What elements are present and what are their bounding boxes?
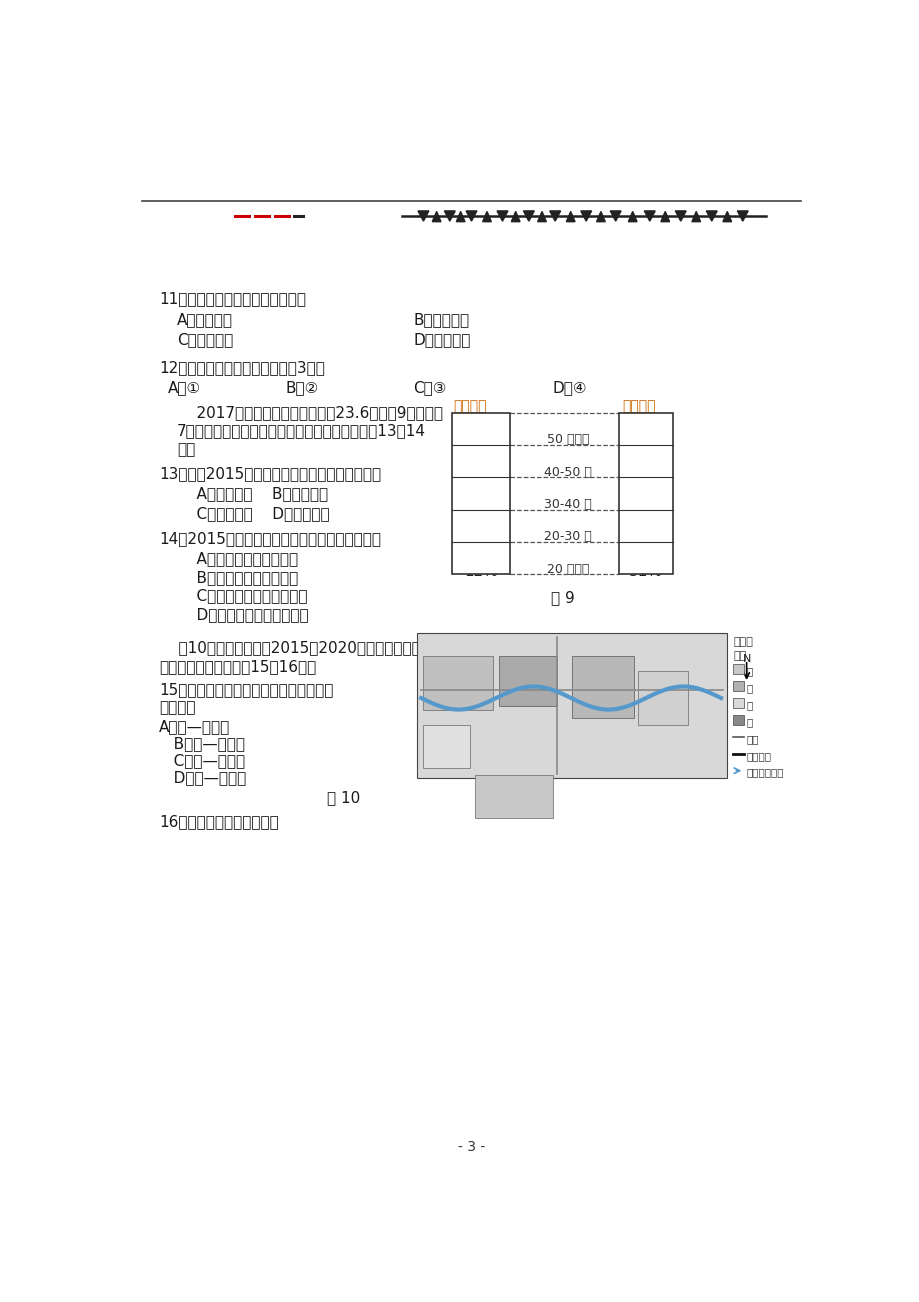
Polygon shape: [609, 211, 620, 221]
Text: B．乙—工业区: B．乙—工业区: [159, 736, 244, 751]
Text: 题。: 题。: [176, 441, 195, 457]
Text: 12%: 12%: [464, 564, 497, 578]
Text: 城市功能区。读图回答15～16题。: 城市功能区。读图回答15～16题。: [159, 659, 316, 674]
Text: D．风力侵蚀: D．风力侵蚀: [413, 332, 471, 348]
Text: C．交通改善    D．工程建设: C．交通改善 D．工程建设: [176, 506, 329, 522]
Text: 13．影响2015年度重庆市人口迁移的主要原因是: 13．影响2015年度重庆市人口迁移的主要原因是: [159, 466, 380, 482]
Text: B．②: B．②: [285, 380, 318, 396]
Text: 31%: 31%: [629, 564, 663, 578]
Text: 图例: 图例: [732, 651, 746, 660]
Text: 丁: 丁: [746, 717, 752, 727]
Polygon shape: [660, 211, 669, 221]
Text: 图 9: 图 9: [550, 590, 573, 604]
Polygon shape: [417, 211, 428, 221]
Polygon shape: [580, 211, 591, 221]
Text: A．流水侵蚀: A．流水侵蚀: [176, 312, 233, 328]
Text: A．甲—商业区: A．甲—商业区: [159, 719, 230, 734]
Bar: [732, 715, 743, 724]
Polygon shape: [643, 211, 654, 221]
Text: 30-40 岁: 30-40 岁: [544, 499, 592, 512]
Text: A．①: A．①: [167, 380, 200, 396]
Text: D．④: D．④: [552, 380, 586, 396]
Text: C．丙—文教区: C．丙—文教区: [159, 753, 245, 768]
Text: C．③: C．③: [413, 380, 447, 396]
Text: 8%: 8%: [633, 434, 657, 449]
Bar: [417, 633, 726, 777]
Polygon shape: [628, 211, 636, 221]
Text: 风频图: 风频图: [732, 637, 753, 647]
Text: 24%: 24%: [464, 466, 497, 482]
Bar: [572, 656, 633, 717]
Text: 河流（流向）: 河流（流向）: [746, 768, 783, 777]
Polygon shape: [691, 211, 700, 221]
Bar: [451, 413, 510, 574]
Text: 11．太鲁阁峡谷形成的主要原因是: 11．太鲁阁峡谷形成的主要原因是: [159, 290, 306, 306]
Text: B．变质作用: B．变质作用: [413, 312, 469, 328]
Text: 13%: 13%: [464, 434, 498, 449]
Text: 图 10: 图 10: [326, 790, 360, 805]
Polygon shape: [432, 211, 440, 221]
Text: A．政策鼓励    B．经济发展: A．政策鼓励 B．经济发展: [176, 487, 328, 501]
Text: 33%: 33%: [628, 531, 663, 547]
Polygon shape: [566, 211, 574, 221]
Bar: [638, 672, 687, 725]
Polygon shape: [675, 211, 686, 221]
Polygon shape: [496, 211, 507, 221]
Bar: [475, 775, 552, 818]
Text: 7年重庆市省际迁移人口年龄结构特征。读图完成13～14: 7年重庆市省际迁移人口年龄结构特征。读图完成13～14: [176, 423, 425, 439]
Polygon shape: [511, 211, 519, 221]
Text: 公路: 公路: [746, 734, 758, 743]
Text: A．减缓人口老龄化趋势: A．减缓人口老龄化趋势: [176, 551, 298, 566]
Polygon shape: [736, 211, 747, 221]
Polygon shape: [550, 211, 560, 221]
Text: 18%: 18%: [464, 499, 497, 514]
Text: 40-50 岁: 40-50 岁: [544, 466, 592, 479]
Text: 乙: 乙: [746, 684, 752, 693]
Bar: [498, 656, 556, 706]
Text: 流出人口: 流出人口: [453, 398, 487, 413]
Text: 15%: 15%: [629, 499, 662, 514]
Polygon shape: [444, 211, 455, 221]
Text: D．丁—住宅区: D．丁—住宅区: [159, 769, 246, 785]
Text: 13%: 13%: [629, 466, 663, 482]
Text: 16．城市规划中的丙功能区: 16．城市规划中的丙功能区: [159, 815, 278, 829]
Text: C．板块拉张: C．板块拉张: [176, 332, 233, 348]
Text: 2017年度，重庆市人口净流入23.6万。图9为２０１: 2017年度，重庆市人口净流入23.6万。图9为２０１: [176, 405, 443, 421]
Bar: [732, 664, 743, 673]
Polygon shape: [466, 211, 476, 221]
Polygon shape: [482, 211, 491, 221]
Polygon shape: [537, 211, 546, 221]
Bar: [423, 656, 493, 710]
Polygon shape: [596, 211, 605, 221]
Bar: [732, 698, 743, 707]
Text: C．减缓乡村人口流出趋势: C．减缓乡村人口流出趋势: [176, 589, 307, 603]
Text: N: N: [742, 654, 750, 664]
Polygon shape: [456, 211, 464, 221]
Polygon shape: [706, 211, 717, 221]
Text: D．减轻城市公共服务压力: D．减轻城市公共服务压力: [176, 607, 308, 621]
Bar: [618, 413, 673, 574]
Text: 12．太鲁阁山体岩石类型属于图3中的: 12．太鲁阁山体岩石类型属于图3中的: [159, 361, 324, 375]
Text: 14．2015年度重庆市人口流动对重庆市的影响是: 14．2015年度重庆市人口流动对重庆市的影响是: [159, 531, 380, 547]
Polygon shape: [722, 211, 731, 221]
Text: 34%: 34%: [464, 531, 498, 547]
Text: 丙: 丙: [746, 700, 752, 710]
Text: B．促进人口向城郊集聚: B．促进人口向城郊集聚: [176, 570, 298, 585]
Text: 图10为山东省某县城2015～2020年城市总体规划示意图，甲、乙、丙、丁代表不同的: 图10为山东省某县城2015～2020年城市总体规划示意图，甲、乙、丙、丁代表不…: [159, 641, 566, 656]
Text: 流入人口: 流入人口: [622, 398, 655, 413]
Text: 50 岁以上: 50 岁以上: [547, 434, 589, 447]
Text: 正确的是: 正确的是: [159, 700, 196, 716]
Bar: [732, 681, 743, 690]
Text: 甲: 甲: [746, 667, 752, 676]
Text: 高速公路: 高速公路: [746, 751, 771, 760]
Polygon shape: [523, 211, 534, 221]
Bar: [423, 725, 470, 768]
Text: 15．关于甲、乙、丙、丁功能区的判读，: 15．关于甲、乙、丙、丁功能区的判读，: [159, 682, 334, 697]
Text: - 3 -: - 3 -: [458, 1141, 484, 1155]
Text: 20-30 岁: 20-30 岁: [544, 530, 592, 543]
Text: 20 岁以下: 20 岁以下: [547, 562, 589, 575]
